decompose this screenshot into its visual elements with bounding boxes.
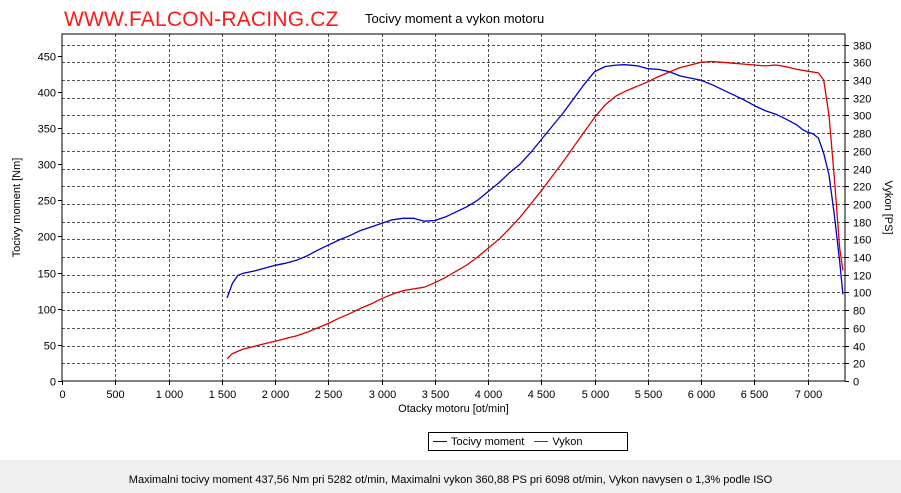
y2-tick-label: 300 [853, 111, 871, 123]
x-tick-label: 6 000 [688, 389, 716, 401]
legend: Tocivy moment Vykon [428, 432, 628, 451]
power-series-line [226, 60, 844, 360]
footer-summary: Maximalni tocivy moment 437,56 Nm pri 52… [128, 474, 773, 486]
y2-tick-label: 200 [853, 200, 871, 212]
chart-title: Tocivy moment a vykon motoru [365, 11, 545, 26]
plot-frame [61, 33, 846, 382]
y2-tick-label: 280 [853, 129, 871, 141]
y2-tick-label: 60 [853, 324, 865, 336]
chart-panel [0, 0, 901, 460]
legend-label-torque: Tocivy moment [451, 435, 525, 448]
y2-tick-label: 220 [853, 182, 871, 194]
torque-series-line [226, 64, 844, 299]
x-tick-label: 7 000 [795, 389, 823, 401]
y-tick-label: 200 [38, 232, 56, 244]
legend-swatch-power [534, 441, 549, 442]
x-tick-label: 2 500 [315, 389, 343, 401]
legend-swatch-torque [433, 441, 447, 442]
y2-tick-label: 340 [853, 76, 871, 88]
x-tick-label: 5 000 [582, 389, 610, 401]
legend-item-power: Vykon [534, 435, 583, 448]
y-tick-label: 50 [44, 341, 56, 353]
y-tick-label: 300 [38, 160, 56, 172]
y2-tick-label: 160 [853, 235, 871, 247]
grid-lines [62, 34, 845, 381]
y2-tick-label: 320 [853, 94, 871, 106]
y-tick-label: 400 [38, 88, 56, 100]
x-tick-label: 6 500 [741, 389, 769, 401]
y2-tick-label: 40 [853, 342, 865, 354]
x-axis-label: Otacky motoru [ot/min] [398, 403, 509, 415]
y2-tick-label: 360 [853, 58, 871, 70]
y-tick-label: 100 [38, 305, 56, 317]
y2-tick-label: 120 [853, 271, 871, 283]
y2-tick-label: 180 [853, 218, 871, 230]
x-tick-label: 4 000 [475, 389, 503, 401]
x-tick-label: 5 500 [635, 389, 663, 401]
y2-tick-label: 20 [853, 359, 865, 371]
brand-logo-text: WWW.FALCON-RACING.CZ [64, 8, 339, 31]
y2-tick-label: 100 [853, 288, 871, 300]
legend-item-torque: Tocivy moment [433, 436, 524, 448]
y2-tick-label: 380 [853, 41, 871, 53]
x-tick-label: 3 500 [422, 389, 450, 401]
x-tick-label: 1 500 [209, 389, 237, 401]
y-tick-label: 250 [38, 196, 56, 208]
y2-tick-label: 0 [853, 377, 859, 389]
x-tick-label: 1 000 [156, 389, 184, 401]
y-tick-label: 0 [50, 377, 56, 389]
axes: 0 500 1 000 1 500 2 000 2 500 3 000 3 500 4 000 4… [38, 41, 872, 402]
y2-tick-label: 80 [853, 306, 865, 318]
series-lines [226, 60, 844, 360]
y2-tick-label: 260 [853, 147, 871, 159]
y2-tick-label: 240 [853, 165, 871, 177]
x-tick-label: 2 000 [262, 389, 290, 401]
x-tick-label: 500 [106, 389, 124, 401]
x-tick-label: 4 500 [528, 389, 556, 401]
x-tick-label: 3 000 [369, 389, 397, 401]
y-axis-label: Tocivy moment [Nm] [11, 158, 23, 258]
y-tick-label: 350 [38, 124, 56, 136]
y2-axis-label: Vykon [PS] [882, 180, 894, 234]
y-tick-label: 150 [38, 269, 56, 281]
y2-tick-label: 140 [853, 253, 871, 265]
y-tick-label: 450 [38, 52, 56, 64]
legend-label-power: Vykon [552, 435, 583, 448]
dyno-chart: 0 500 1 000 1 500 2 000 2 500 3 000 3 500 4 000 4… [11, 33, 894, 415]
x-tick-label: 0 [59, 389, 65, 401]
